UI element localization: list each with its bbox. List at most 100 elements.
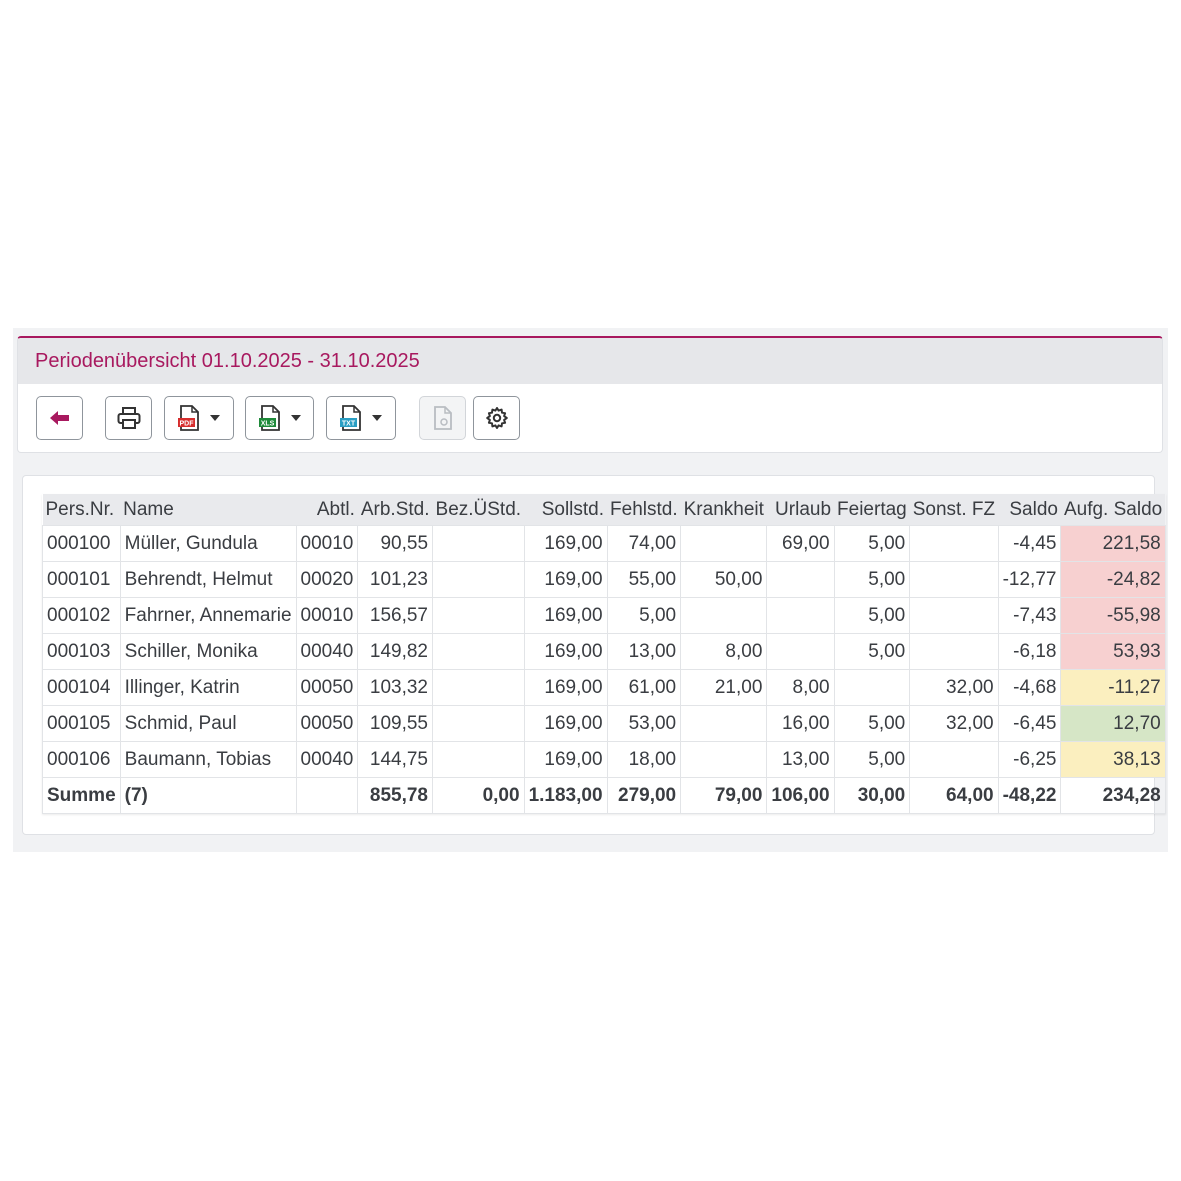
- svg-text:XLS: XLS: [260, 421, 274, 428]
- table-row[interactable]: 000105 Schmid, Paul 00050 109,55 169,00 …: [42, 705, 1166, 742]
- summary-krankheit: 79,00: [680, 777, 768, 814]
- column-header-fehlstd[interactable]: Fehlstd.: [607, 494, 681, 526]
- cell-arbstd: 144,75: [357, 741, 434, 778]
- cell-persnr: 000105: [42, 705, 121, 742]
- cell-krankheit: 50,00: [680, 561, 768, 598]
- summary-count: (7): [119, 777, 297, 814]
- column-header-urlaub[interactable]: Urlaub: [766, 494, 835, 526]
- period-table: Pers.Nr. Name Abtl. Arb.Std. Bez.ÜStd. S…: [42, 494, 1166, 814]
- column-header-bezuestd[interactable]: Bez.ÜStd.: [432, 494, 525, 526]
- settings-button[interactable]: [473, 396, 520, 440]
- cell-urlaub: 8,00: [766, 669, 835, 706]
- cell-urlaub: 69,00: [766, 525, 835, 562]
- column-header-feiertag[interactable]: Feiertag: [834, 494, 910, 526]
- cell-name: Müller, Gundula: [119, 525, 297, 562]
- column-header-name[interactable]: Name: [120, 494, 297, 526]
- svg-text:TXT: TXT: [342, 421, 356, 428]
- pdf-export-button[interactable]: PDF: [164, 396, 234, 440]
- print-button[interactable]: [105, 396, 152, 440]
- column-header-sollstd[interactable]: Sollstd.: [524, 494, 608, 526]
- back-arrow-icon: [49, 411, 69, 425]
- cell-sonstfz: [909, 561, 999, 598]
- pdf-export-icon: PDF: [178, 405, 199, 431]
- xls-export-icon: XLS: [258, 405, 280, 431]
- column-header-persnr[interactable]: Pers.Nr.: [42, 494, 121, 526]
- cell-saldo: -6,18: [997, 633, 1062, 670]
- cell-aufgsaldo: -11,27: [1060, 669, 1166, 706]
- table-row[interactable]: 000101 Behrendt, Helmut 00020 101,23 169…: [42, 561, 1166, 598]
- cell-sonstfz: [909, 741, 999, 778]
- table-row[interactable]: 000103 Schiller, Monika 00040 149,82 169…: [42, 633, 1166, 670]
- cell-saldo: -4,68: [997, 669, 1062, 706]
- cell-feiertag: [833, 669, 911, 706]
- cell-bezuestd: [432, 633, 525, 670]
- cell-fehlstd: 55,00: [606, 561, 682, 598]
- cell-feiertag: 5,00: [833, 633, 911, 670]
- cell-abtl: 00050: [295, 705, 359, 742]
- cell-sollstd: 169,00: [523, 597, 608, 634]
- cell-feiertag: 5,00: [833, 525, 911, 562]
- document-button[interactable]: [419, 396, 466, 440]
- table-panel: Pers.Nr. Name Abtl. Arb.Std. Bez.ÜStd. S…: [22, 475, 1166, 835]
- column-header-krankheit[interactable]: Krankheit: [680, 494, 767, 526]
- cell-fehlstd: 5,00: [606, 597, 682, 634]
- cell-aufgsaldo: 53,93: [1060, 633, 1166, 670]
- cell-urlaub: [766, 561, 835, 598]
- cell-abtl: 00020: [295, 561, 359, 598]
- column-header-arbstd[interactable]: Arb.Std.: [357, 494, 433, 526]
- back-button[interactable]: [36, 396, 83, 440]
- table-row[interactable]: 000102 Fahrner, Annemarie 00010 156,57 1…: [42, 597, 1166, 634]
- column-header-abtl[interactable]: Abtl.: [296, 494, 358, 526]
- cell-arbstd: 103,32: [357, 669, 434, 706]
- xls-export-button[interactable]: XLS: [245, 396, 314, 440]
- cell-sonstfz: [909, 597, 999, 634]
- table-row[interactable]: 000104 Illinger, Katrin 00050 103,32 169…: [42, 669, 1166, 706]
- summary-urlaub: 106,00: [766, 777, 835, 814]
- summary-sonstfz: 64,00: [909, 777, 999, 814]
- cell-krankheit: [680, 525, 768, 562]
- chevron-down-icon: [372, 415, 382, 421]
- cell-urlaub: [766, 597, 835, 634]
- cell-aufgsaldo: 12,70: [1060, 705, 1166, 742]
- cell-saldo: -6,45: [997, 705, 1062, 742]
- summary-feiertag: 30,00: [833, 777, 911, 814]
- cell-fehlstd: 53,00: [606, 705, 682, 742]
- cell-krankheit: [680, 741, 768, 778]
- column-header-saldo[interactable]: Saldo: [998, 494, 1061, 526]
- period-overview-panel: Periodenübersicht 01.10.2025 - 31.10.202…: [17, 336, 1163, 453]
- summary-abtl: [295, 777, 359, 814]
- summary-arbstd: 855,78: [357, 777, 434, 814]
- cell-name: Illinger, Katrin: [119, 669, 297, 706]
- column-header-sonstfz[interactable]: Sonst. FZ: [909, 494, 999, 526]
- cell-sollstd: 169,00: [523, 741, 608, 778]
- svg-text:PDF: PDF: [180, 421, 195, 428]
- table-header-row: Pers.Nr. Name Abtl. Arb.Std. Bez.ÜStd. S…: [42, 494, 1166, 526]
- cell-feiertag: 5,00: [833, 597, 911, 634]
- cell-bezuestd: [432, 741, 525, 778]
- cell-arbstd: 101,23: [357, 561, 434, 598]
- cell-name: Behrendt, Helmut: [119, 561, 297, 598]
- cell-sollstd: 169,00: [523, 561, 608, 598]
- cell-persnr: 000103: [42, 633, 121, 670]
- chevron-down-icon: [210, 415, 220, 421]
- cell-feiertag: 5,00: [833, 741, 911, 778]
- cell-aufgsaldo: -55,98: [1060, 597, 1166, 634]
- table-row[interactable]: 000100 Müller, Gundula 00010 90,55 169,0…: [42, 525, 1166, 562]
- cell-arbstd: 149,82: [357, 633, 434, 670]
- summary-sollstd: 1.183,00: [523, 777, 608, 814]
- cell-name: Fahrner, Annemarie: [119, 597, 297, 634]
- cell-saldo: -6,25: [997, 741, 1062, 778]
- column-header-aufgsaldo[interactable]: Aufg. Saldo: [1060, 494, 1166, 526]
- cell-arbstd: 109,55: [357, 705, 434, 742]
- table-row[interactable]: 000106 Baumann, Tobias 00040 144,75 169,…: [42, 741, 1166, 778]
- cell-bezuestd: [432, 705, 525, 742]
- cell-urlaub: 16,00: [766, 705, 835, 742]
- cell-abtl: 00050: [295, 669, 359, 706]
- summary-saldo: -48,22: [997, 777, 1062, 814]
- cell-saldo: -12,77: [997, 561, 1062, 598]
- cell-bezuestd: [432, 597, 525, 634]
- cell-bezuestd: [432, 525, 525, 562]
- cell-saldo: -7,43: [997, 597, 1062, 634]
- cell-bezuestd: [432, 561, 525, 598]
- txt-export-button[interactable]: TXT: [326, 396, 396, 440]
